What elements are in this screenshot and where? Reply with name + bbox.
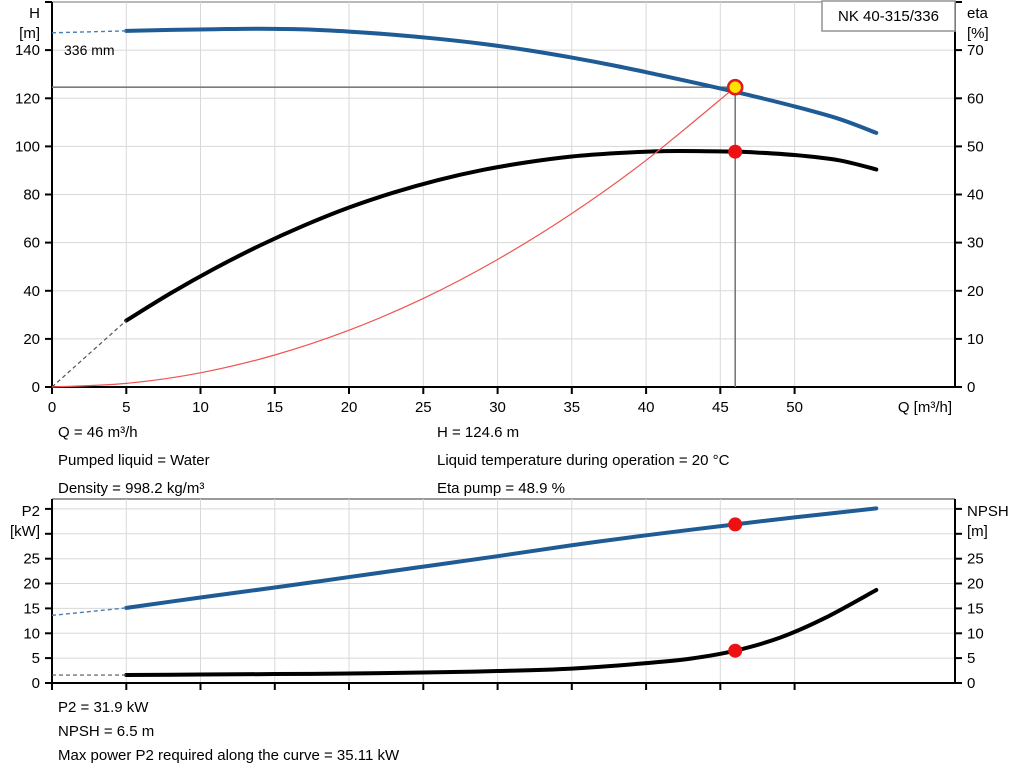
axis-title-right-line1: NPSH [967, 503, 1009, 520]
axis-title-left-line1: H [29, 5, 40, 22]
curve-npsh-curve [124, 588, 879, 678]
y-tick-label-left: 10 [23, 625, 40, 642]
curve-efficiency-curve-extrapolation [51, 320, 127, 388]
x-axis-title: Q [m³/h] [898, 399, 952, 416]
x-tick-label: 10 [192, 399, 209, 416]
y-tick-label-right: 70 [967, 42, 984, 59]
y-tick-label-left: 60 [23, 235, 40, 252]
x-tick-label: 15 [266, 399, 283, 416]
y-tick-label-right: 15 [967, 600, 984, 617]
duty-marker-efficiency[interactable] [728, 144, 743, 159]
y-tick-label-right: 10 [967, 331, 984, 348]
axis-title-left-line2: [kW] [10, 523, 40, 540]
x-tick-label: 5 [122, 399, 130, 416]
x-tick-label: 50 [786, 399, 803, 416]
axis-title-right-line2: [%] [967, 25, 989, 42]
y-tick-label-right: 25 [967, 551, 984, 568]
y-tick-label-left: 0 [32, 675, 40, 692]
y-tick-label-right: 0 [967, 379, 975, 396]
head_efficiency_chart: 0 20 40 60 80 100 120 140 0 10 20 30 40 50 60 70 0 5 10 15 2… [15, 1, 989, 416]
y-tick-label-left: 40 [23, 283, 40, 300]
x-tick-label: 45 [712, 399, 729, 416]
duty-marker-npsh[interactable] [728, 643, 743, 658]
y-tick-label-left: 0 [32, 379, 40, 396]
y-tick-label-left: 100 [15, 138, 40, 155]
y-tick-label-right: 40 [967, 187, 984, 204]
curve-power-p2-curve [124, 506, 879, 610]
x-tick-label: 35 [563, 399, 580, 416]
curve-head-curve-336-mm-impeller [124, 26, 879, 135]
x-tick-label: 20 [341, 399, 358, 416]
y-tick-label-left: 15 [23, 600, 40, 617]
y-tick-label-left: 20 [23, 576, 40, 593]
impeller-size-annotation: 336 mm [64, 42, 115, 58]
x-tick-label: 0 [48, 399, 56, 416]
y-tick-label-right: 20 [967, 576, 984, 593]
curve-system-curve [51, 86, 736, 388]
y-tick-label-left: 25 [23, 551, 40, 568]
y-tick-label-left: 120 [15, 90, 40, 107]
y-tick-label-right: 30 [967, 235, 984, 252]
curve-power-p2-extrapolation [51, 607, 127, 617]
y-tick-label-right: 5 [967, 650, 975, 667]
y-tick-label-left: 80 [23, 187, 40, 204]
axis-title-left-line1: P2 [22, 503, 40, 520]
title-box-frame [821, 0, 956, 32]
axis-title-right-line1: eta [967, 5, 989, 22]
x-tick-label: 25 [415, 399, 432, 416]
y-tick-label-right: 50 [967, 138, 984, 155]
axis-title-right-line2: [m] [967, 523, 988, 540]
x-tick-label: 30 [489, 399, 506, 416]
y-tick-label-left: 140 [15, 42, 40, 59]
y-tick-label-right: 10 [967, 625, 984, 642]
x-tick-label: 40 [638, 399, 655, 416]
y-tick-label-right: 0 [967, 675, 975, 692]
impeller-size-label: 336 mm [64, 42, 115, 58]
y-tick-label-right: 60 [967, 90, 984, 107]
pump-model-title: NK 40-315/336 [838, 8, 939, 25]
duty-marker-head[interactable] [726, 78, 744, 96]
y-tick-label-right: 20 [967, 283, 984, 300]
pump-model-title-box: NK 40-315/336 [821, 0, 956, 32]
y-tick-label-left: 20 [23, 331, 40, 348]
power_npsh_chart: 0 5 10 15 20 25 0 5 10 15 20 25 P2 [kW] NPSH [m] [10, 498, 1009, 692]
duty-marker-power[interactable] [728, 517, 743, 532]
axis-title-left-line2: [m] [19, 25, 40, 42]
y-tick-label-left: 5 [32, 650, 40, 667]
curve-head-curve-extrapolation [51, 30, 127, 34]
curve-efficiency-curve [124, 149, 879, 323]
